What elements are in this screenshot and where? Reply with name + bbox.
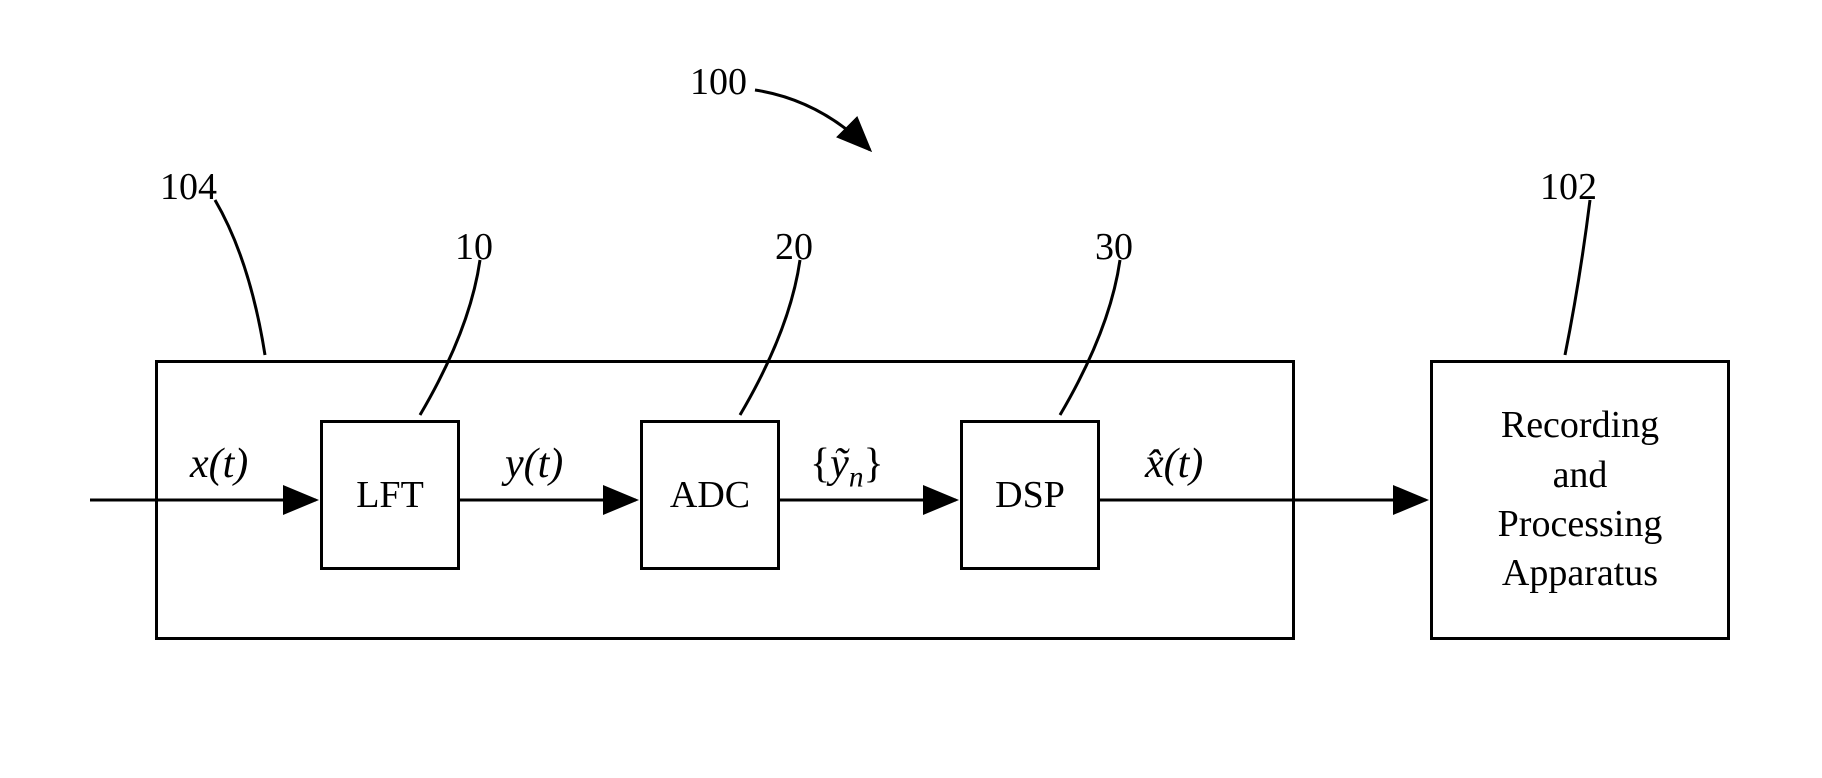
leader-100 bbox=[755, 90, 870, 150]
output-apparatus-label: Recording and Processing Apparatus bbox=[1498, 401, 1663, 599]
ref-label-30: 30 bbox=[1095, 225, 1133, 269]
signal-after-lft: y(t) bbox=[505, 440, 563, 488]
adc-block: ADC bbox=[640, 420, 780, 570]
block-diagram: LFT ADC DSP Recording and Processing App… bbox=[0, 0, 1822, 778]
signal-after-dsp: x̂(t) bbox=[1145, 440, 1203, 488]
ref-label-10: 10 bbox=[455, 225, 493, 269]
sub-n: n bbox=[849, 461, 864, 493]
brace-open: { bbox=[810, 441, 830, 487]
output-apparatus-block: Recording and Processing Apparatus bbox=[1430, 360, 1730, 640]
leader-104 bbox=[215, 200, 265, 355]
output-line1: Recording and Processing Apparatus bbox=[1498, 404, 1663, 594]
leader-102 bbox=[1565, 200, 1590, 355]
adc-label: ADC bbox=[670, 473, 750, 517]
brace-close: } bbox=[864, 441, 884, 487]
ref-label-100: 100 bbox=[690, 60, 747, 104]
dsp-label: DSP bbox=[995, 473, 1065, 517]
dsp-block: DSP bbox=[960, 420, 1100, 570]
ref-label-104: 104 bbox=[160, 165, 217, 209]
lft-label: LFT bbox=[356, 473, 424, 517]
ref-label-20: 20 bbox=[775, 225, 813, 269]
ref-label-102: 102 bbox=[1540, 165, 1597, 209]
signal-after-adc: {ỹn} bbox=[810, 440, 884, 494]
lft-block: LFT bbox=[320, 420, 460, 570]
signal-input: x(t) bbox=[190, 440, 248, 488]
y-tilde: ỹ bbox=[830, 441, 849, 487]
